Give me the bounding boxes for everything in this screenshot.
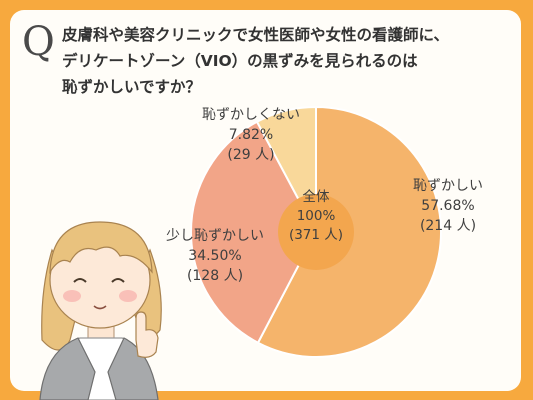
question-line: 恥ずかしいですか？ xyxy=(62,78,202,96)
question-line: 皮膚科や美容クリニックで女性医師や女性の看護師に、 xyxy=(62,26,450,44)
slice-count: (128 人) xyxy=(186,268,244,284)
question-line: デリケートゾーン（VIO）の黒ずみを見られるのは xyxy=(62,52,418,70)
label-hazukashikunai: 恥ずかしくない 7.82% (29 人) xyxy=(186,105,316,165)
slice-percent: 34.50% xyxy=(188,248,242,264)
total-count: (371 人) xyxy=(288,227,344,243)
question-mark: Q xyxy=(22,19,55,65)
label-hazukashii: 恥ずかしい 57.68% (214 人) xyxy=(398,176,498,236)
slice-percent: 57.68% xyxy=(421,198,475,214)
slice-count: (29 人) xyxy=(227,147,275,163)
slice-label: 少し恥ずかしい xyxy=(166,228,264,244)
total-label: 全体 xyxy=(302,189,330,205)
slice-percent: 7.82% xyxy=(228,127,274,143)
question-text: 皮膚科や美容クリニックで女性医師や女性の看護師に、 デリケートゾーン（VIO）の… xyxy=(62,22,514,100)
slice-label: 恥ずかしい xyxy=(413,178,483,194)
total-percent: 100% xyxy=(296,208,336,224)
pie-slice-2 xyxy=(190,120,318,345)
label-sukoshi-hazukashii: 少し恥ずかしい 34.50% (128 人) xyxy=(150,226,280,286)
slice-label: 恥ずかしくない xyxy=(202,107,300,123)
center-label: 全体 100% (371 人) xyxy=(278,188,354,245)
slice-count: (214 人) xyxy=(419,218,477,234)
center-circle xyxy=(278,194,354,270)
woman-pointing-illustration xyxy=(39,221,162,400)
